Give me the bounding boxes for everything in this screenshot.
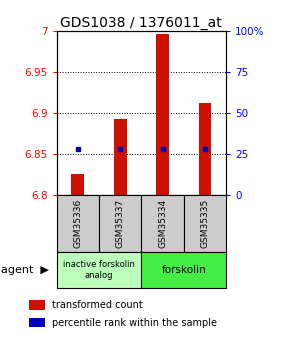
Bar: [114, 119, 126, 195]
Text: agent  ▶: agent ▶: [1, 265, 49, 275]
Bar: [156, 33, 169, 195]
Bar: [71, 175, 84, 195]
Text: GSM35334: GSM35334: [158, 199, 167, 248]
Text: transformed count: transformed count: [52, 300, 143, 310]
Text: forskolin: forskolin: [162, 265, 206, 275]
Text: inactive forskolin
analog: inactive forskolin analog: [63, 260, 135, 280]
Text: GSM35336: GSM35336: [73, 199, 82, 248]
Text: percentile rank within the sample: percentile rank within the sample: [52, 318, 217, 327]
Text: GSM35335: GSM35335: [200, 199, 209, 248]
Title: GDS1038 / 1376011_at: GDS1038 / 1376011_at: [61, 16, 222, 30]
Text: GSM35337: GSM35337: [116, 199, 125, 248]
Bar: [199, 103, 211, 195]
